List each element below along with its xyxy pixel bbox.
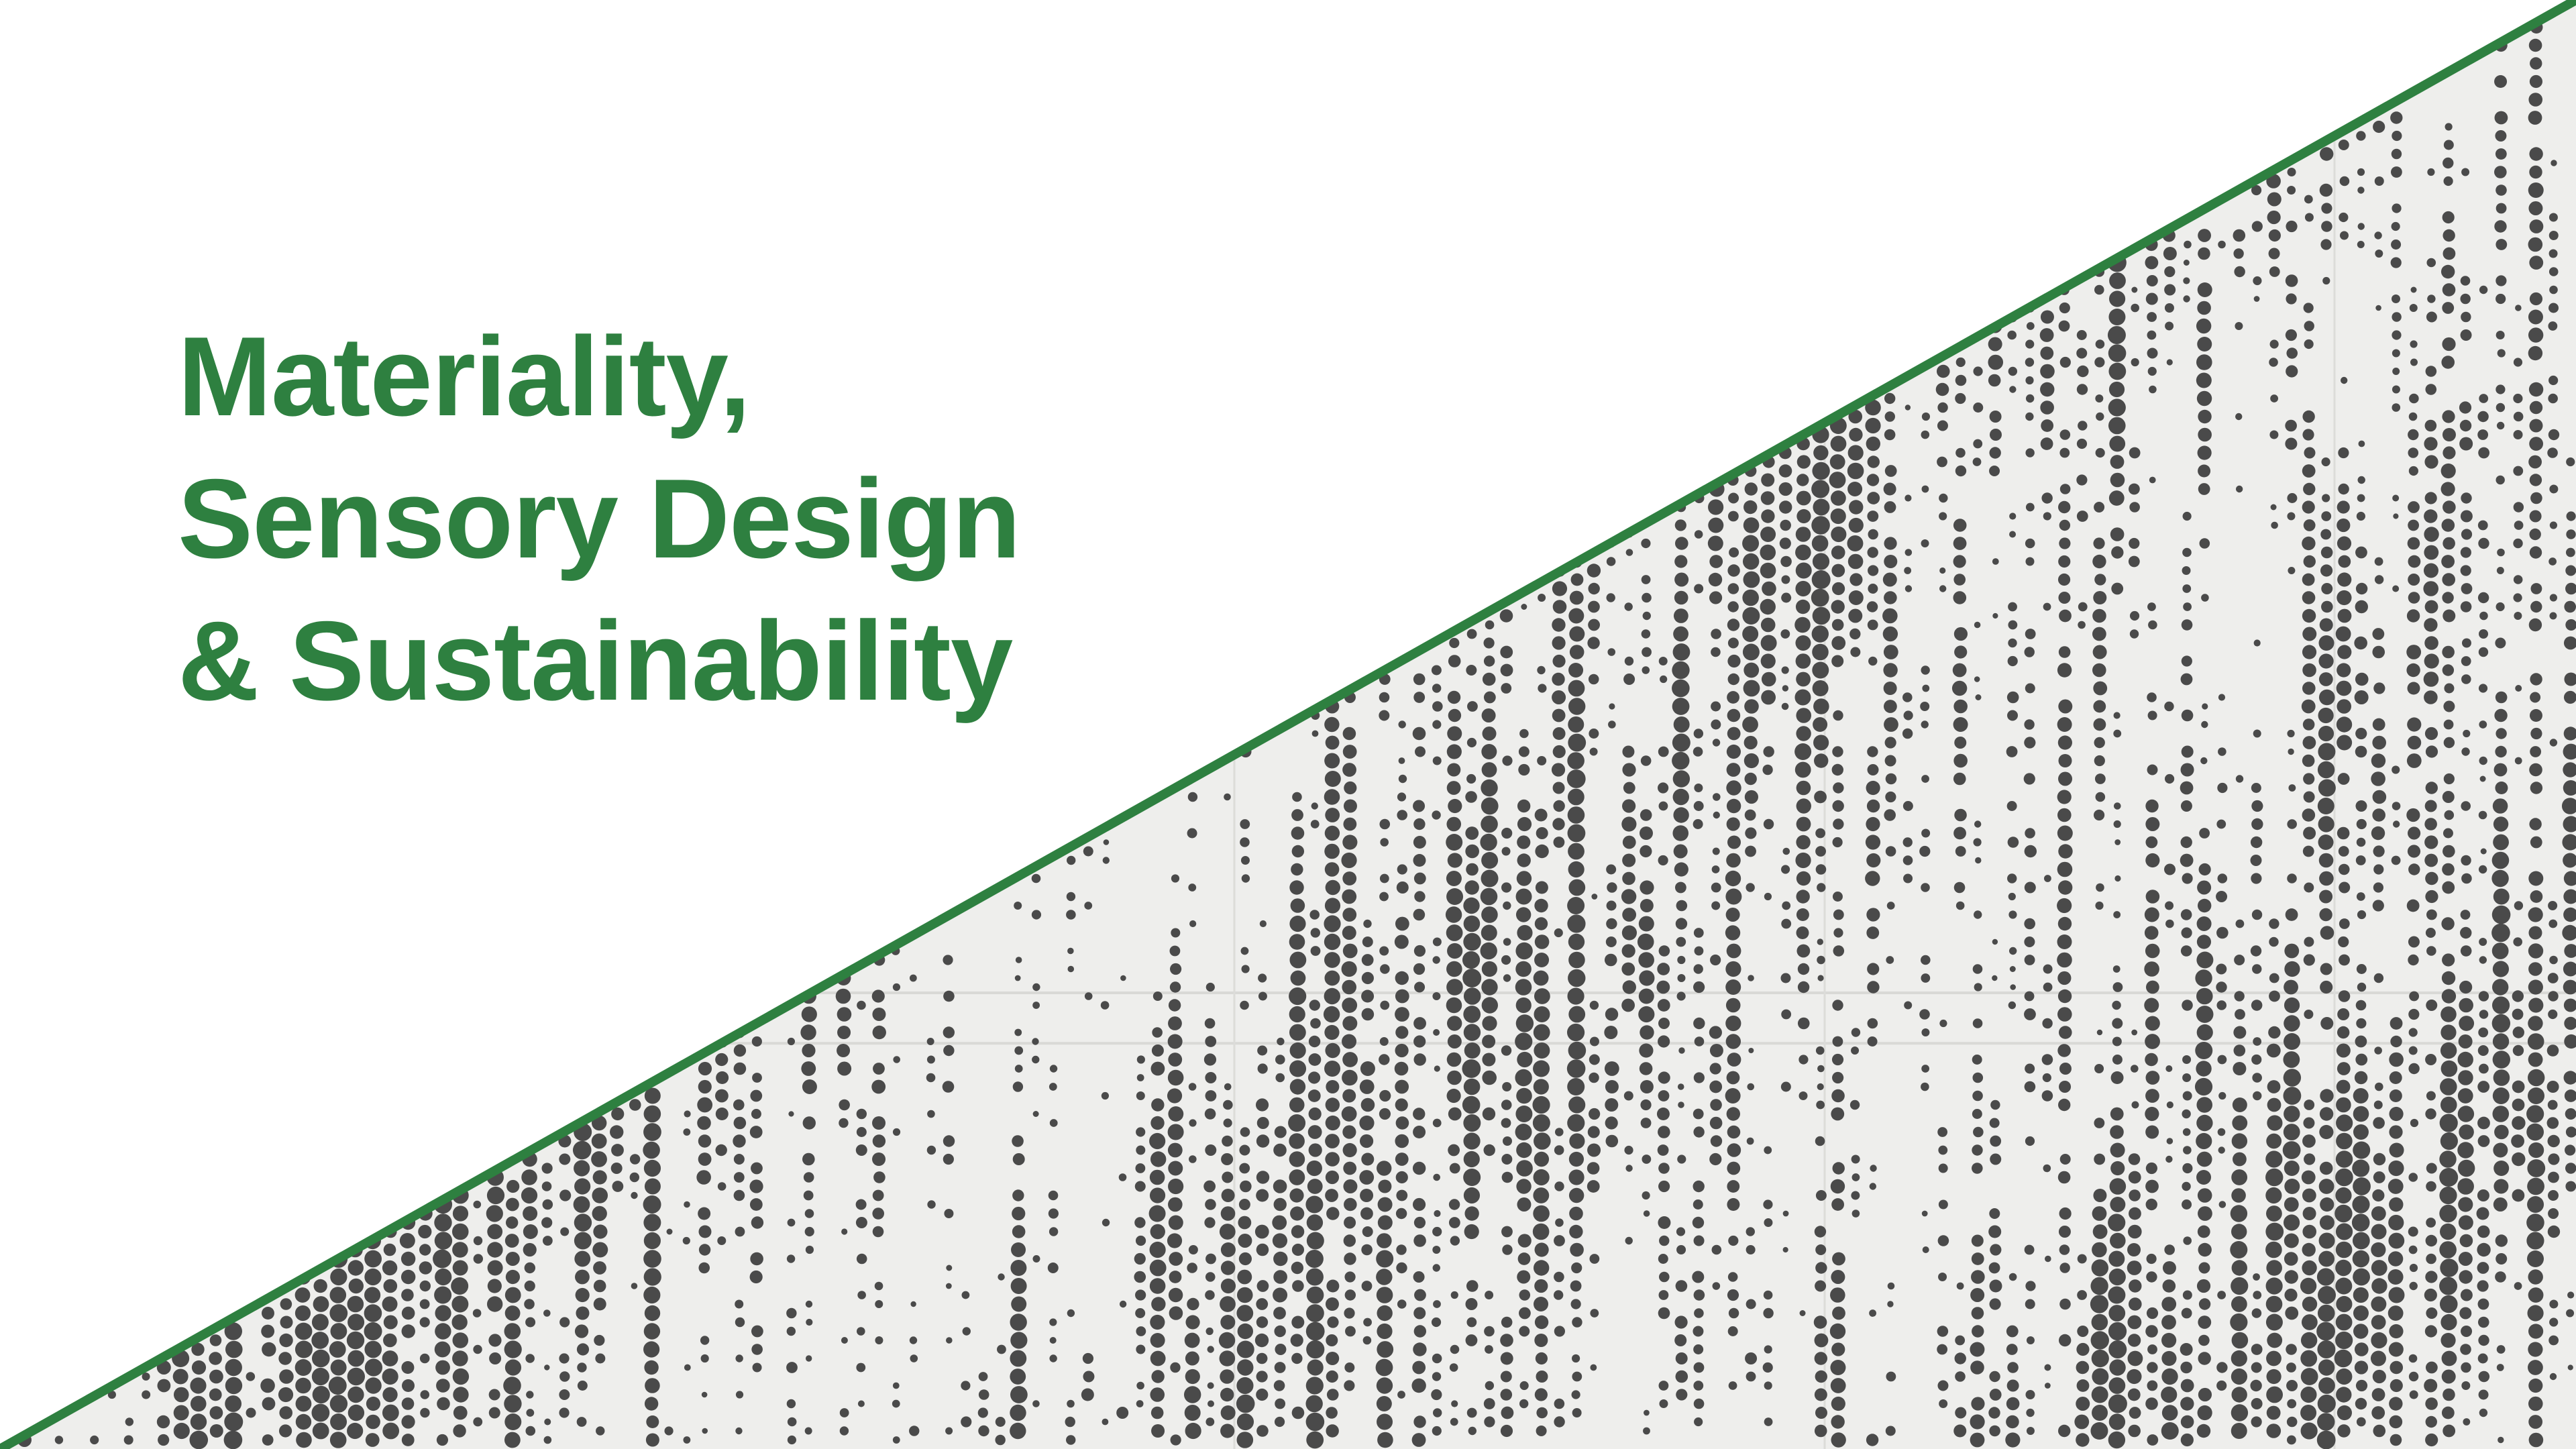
title-line-3: & Sustainability <box>178 598 1013 724</box>
slide-title: Materiality, Sensory Design & Sustainabi… <box>178 305 1021 732</box>
title-line-1: Materiality, <box>178 313 751 439</box>
title-line-2: Sensory Design <box>178 455 1021 582</box>
perforation-dots <box>17 21 2576 1449</box>
